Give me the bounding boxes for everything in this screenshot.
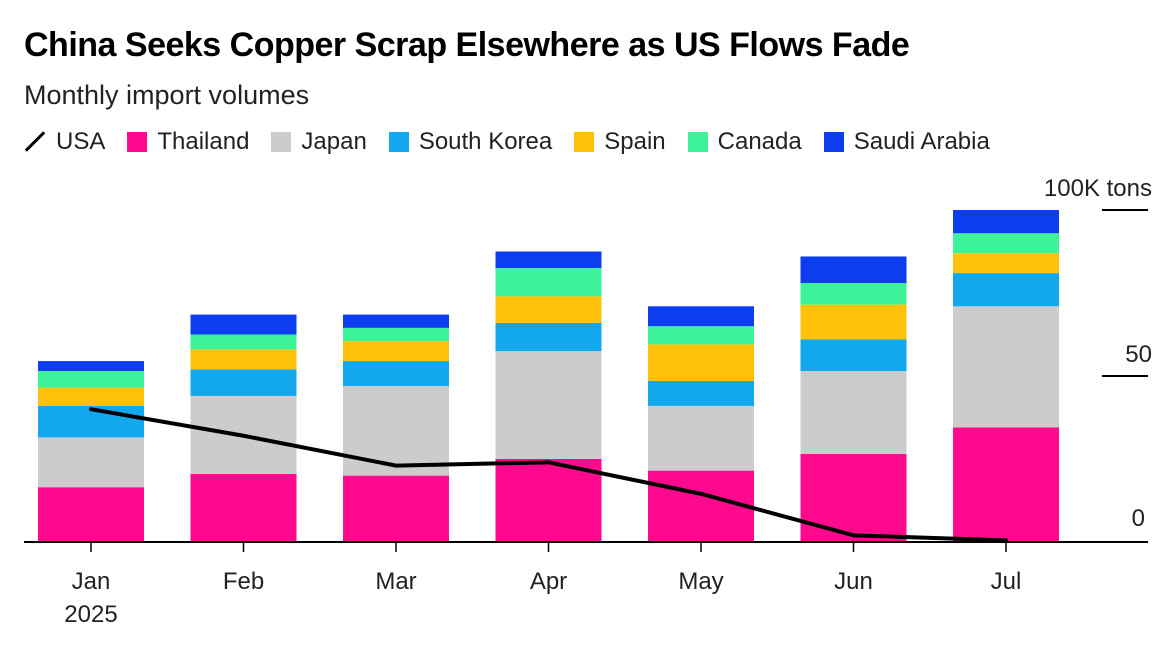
legend-color-swatch [574,132,595,152]
legend-item-usa: USA [24,128,105,156]
chart-subtitle: Monthly import volumes [24,80,310,110]
legend-item-saudi-arabia: Saudi Arabia [823,128,990,156]
legend-color-swatch [388,132,409,152]
bar-canada-feb [190,334,297,350]
bar-canada-jul [953,233,1059,254]
bar-saudi-arabia-jan [38,361,144,372]
bar-saudi-arabia-feb [190,314,297,335]
bar-thailand-feb [190,473,297,542]
legend-item-spain: Spain [574,128,666,156]
legend: USA Thailand Japan South Korea Spain Canada Sa… [24,128,1012,156]
x-tick-label-jun: Jun [834,568,873,595]
bar-saudi-arabia-jun [800,256,907,284]
y-tick-label: 0 [1132,505,1145,532]
legend-label: Saudi Arabia [853,128,990,155]
bar-spain-jun [800,304,907,340]
bar-japan-apr [495,351,602,459]
y-tick-label: 50 [1125,341,1152,368]
bar-thailand-apr [495,459,602,542]
legend-color-swatch [271,132,292,152]
bar-spain-mar [343,341,449,362]
bar-thailand-jun [800,454,907,542]
bar-spain-apr [495,296,602,323]
bar-saudi-arabia-mar [343,314,449,328]
bar-south-korea-jun [800,339,907,372]
legend-label: Thailand [157,128,250,155]
legend-color-swatch [127,132,148,152]
bar-canada-jan [38,371,144,388]
legend-item-south-korea: South Korea [388,128,553,156]
bar-canada-apr [495,268,602,297]
bar-saudi-arabia-apr [495,251,602,269]
legend-color-swatch [823,132,844,152]
legend-item-thailand: Thailand [127,128,249,156]
bar-spain-jan [38,387,144,406]
x-tick-label-jan: Jan [72,568,111,595]
bar-spain-may [648,344,754,381]
legend-label: Japan [301,128,367,155]
bar-thailand-jul [953,427,1059,542]
bar-thailand-jan [38,487,144,542]
bar-japan-jan [38,437,144,488]
bar-spain-jul [953,253,1059,274]
y-tick-label: 100K tons [1044,175,1152,202]
legend-label: USA [56,128,106,155]
bar-canada-jun [800,283,907,305]
bar-thailand-may [648,470,754,542]
x-tick-label-mar: Mar [375,568,416,595]
legend-color-swatch [687,132,708,152]
bar-japan-jun [800,371,907,455]
bar-south-korea-apr [495,322,602,352]
bar-thailand-mar [343,475,449,542]
bar-canada-may [648,326,754,345]
bar-spain-feb [190,349,297,370]
legend-item-japan: Japan [271,128,367,156]
bar-japan-mar [343,385,449,476]
bar-japan-jul [953,306,1059,428]
x-tick-label-may: May [678,568,723,595]
bar-south-korea-may [648,380,754,406]
bar-south-korea-jul [953,273,1059,307]
x-tick-label-feb: Feb [223,568,264,595]
bar-saudi-arabia-jul [953,210,1059,234]
line-usa [89,407,1008,543]
bar-canada-mar [343,327,449,342]
bar-south-korea-mar [343,361,449,386]
x-year-label: 2025 [64,601,117,628]
legend-item-canada: Canada [687,128,802,156]
x-tick-label-jul: Jul [991,568,1022,595]
legend-label: Canada [717,128,802,155]
bar-south-korea-feb [190,369,297,396]
chart-title: China Seeks Copper Scrap Elsewhere as US… [24,26,910,64]
bar-saudi-arabia-may [648,306,754,327]
legend-label: Spain [604,128,666,155]
x-tick-label-apr: Apr [530,568,567,595]
legend-label: South Korea [418,128,553,155]
bar-japan-may [648,405,754,471]
